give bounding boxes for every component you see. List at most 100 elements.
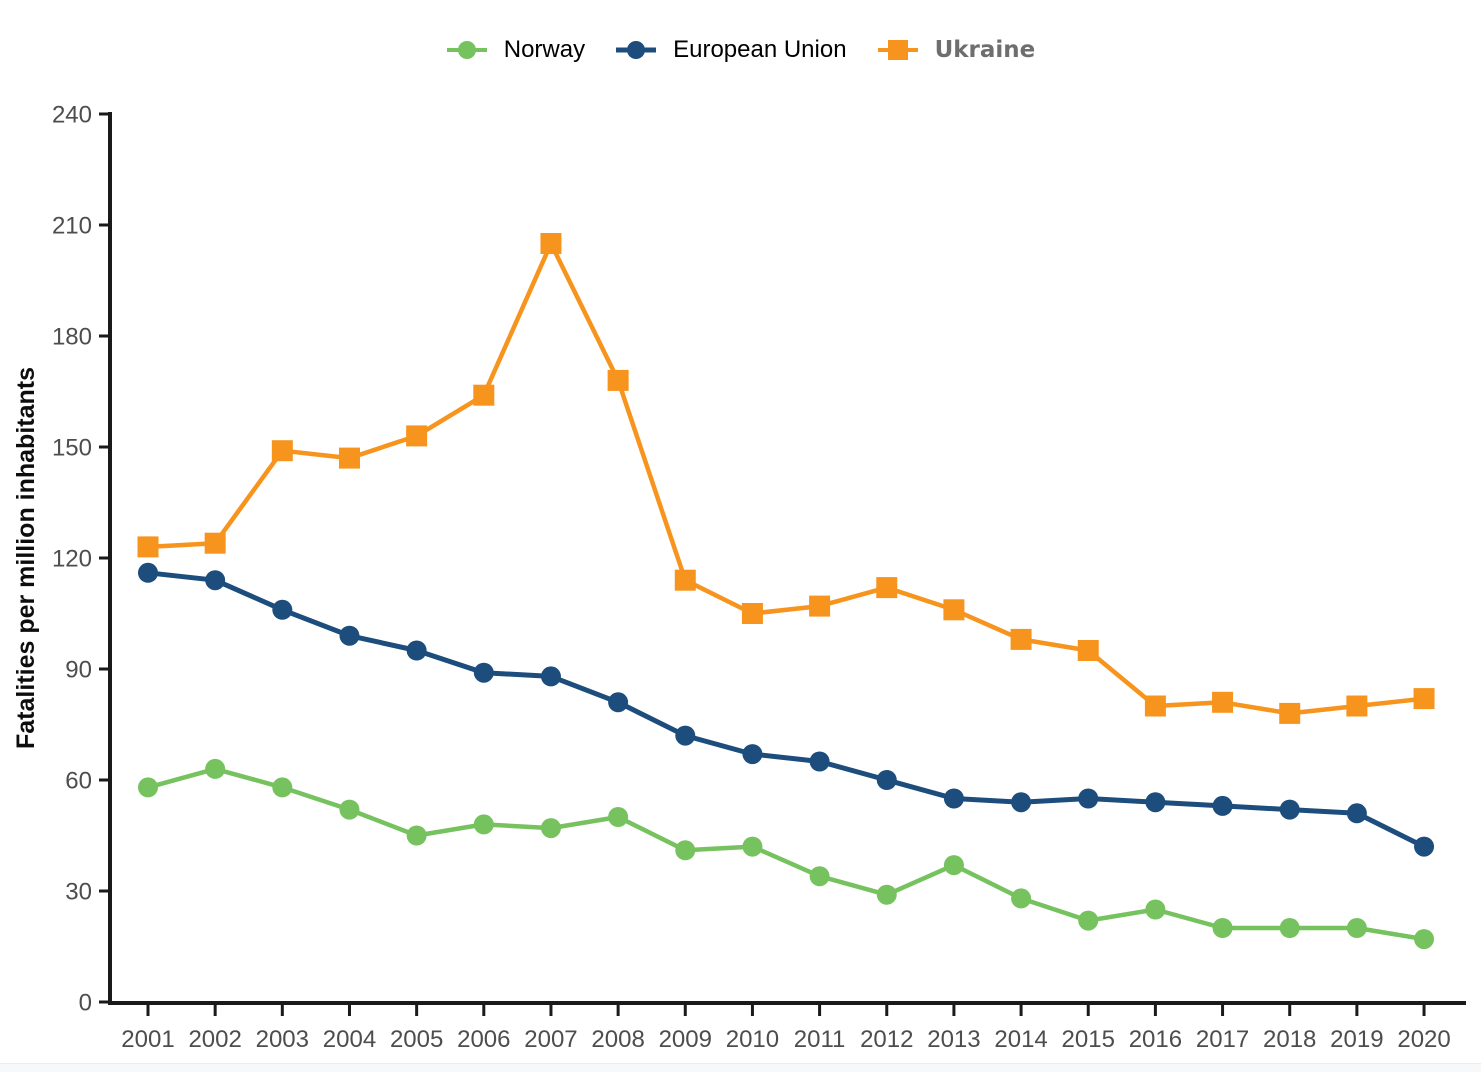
bottom-bar bbox=[0, 1063, 1481, 1072]
point-european-union-2020 bbox=[1414, 836, 1435, 857]
point-norway-2002 bbox=[205, 758, 226, 779]
point-norway-2004 bbox=[339, 799, 360, 820]
legend-item-norway: Norway bbox=[446, 36, 585, 64]
point-norway-2001 bbox=[138, 777, 158, 798]
point-norway-2011 bbox=[809, 866, 830, 887]
y-tick-label: 30 bbox=[65, 878, 92, 905]
y-tick-label: 210 bbox=[52, 212, 92, 239]
point-european-union-2004 bbox=[339, 625, 360, 646]
x-tick-label: 2003 bbox=[256, 1026, 309, 1053]
point-norway-2007 bbox=[540, 818, 561, 839]
x-tick-label: 2004 bbox=[323, 1026, 376, 1053]
point-ukraine-2019 bbox=[1346, 695, 1368, 717]
point-norway-2014 bbox=[1011, 888, 1032, 909]
point-ukraine-2003 bbox=[271, 440, 293, 462]
point-ukraine-2006 bbox=[473, 384, 495, 406]
x-tick-label: 2018 bbox=[1263, 1026, 1316, 1053]
y-tick-label: 60 bbox=[65, 767, 92, 794]
ukraine-marker-icon bbox=[877, 40, 918, 60]
point-norway-2013 bbox=[943, 855, 964, 876]
x-tick-label: 2016 bbox=[1129, 1026, 1182, 1053]
point-european-union-2002 bbox=[205, 570, 226, 591]
point-ukraine-2018 bbox=[1279, 702, 1301, 724]
point-ukraine-2001 bbox=[137, 536, 159, 558]
x-tick-label: 2002 bbox=[188, 1026, 241, 1053]
point-ukraine-2017 bbox=[1212, 691, 1234, 713]
point-ukraine-2011 bbox=[809, 595, 831, 617]
x-tick-label: 2020 bbox=[1397, 1026, 1450, 1053]
point-european-union-2010 bbox=[742, 744, 763, 765]
point-norway-2019 bbox=[1346, 918, 1367, 938]
point-european-union-2003 bbox=[272, 599, 293, 620]
point-ukraine-2012 bbox=[876, 577, 898, 599]
x-tick-label: 2014 bbox=[994, 1026, 1047, 1053]
x-tick-label: 2007 bbox=[524, 1026, 577, 1053]
point-european-union-2019 bbox=[1346, 803, 1367, 824]
point-ukraine-2013 bbox=[943, 599, 965, 621]
point-norway-2008 bbox=[608, 807, 629, 827]
point-european-union-2018 bbox=[1279, 799, 1300, 820]
x-tick-label: 2015 bbox=[1062, 1026, 1115, 1053]
point-european-union-2005 bbox=[406, 640, 427, 661]
x-tick-label: 2010 bbox=[726, 1026, 779, 1053]
x-tick-label: 2009 bbox=[659, 1026, 712, 1053]
point-european-union-2011 bbox=[809, 751, 830, 772]
point-ukraine-2005 bbox=[406, 425, 428, 447]
y-tick-label: 90 bbox=[65, 656, 92, 683]
point-european-union-2014 bbox=[1011, 792, 1032, 813]
x-tick-label: 2013 bbox=[927, 1026, 980, 1053]
line-ukraine bbox=[147, 241, 1425, 716]
x-tick-label: 2005 bbox=[390, 1026, 443, 1053]
legend-item-ukraine: Ukraine bbox=[877, 37, 1036, 63]
point-norway-2006 bbox=[473, 814, 494, 835]
legend-label-ukraine: Ukraine bbox=[934, 37, 1036, 63]
point-ukraine-2014 bbox=[1010, 628, 1032, 650]
y-tick-label: 0 bbox=[79, 989, 92, 1016]
legend-label-norway: Norway bbox=[503, 36, 586, 63]
x-tick-label: 2017 bbox=[1196, 1026, 1249, 1053]
point-european-union-2012 bbox=[876, 770, 897, 790]
point-european-union-2015 bbox=[1078, 788, 1099, 809]
point-norway-2017 bbox=[1212, 918, 1233, 938]
point-european-union-2017 bbox=[1212, 795, 1233, 816]
norway-marker-icon bbox=[446, 41, 487, 59]
point-norway-2012 bbox=[876, 884, 897, 905]
x-tick-label: 2011 bbox=[794, 1026, 846, 1053]
point-european-union-2013 bbox=[943, 788, 964, 809]
point-ukraine-2002 bbox=[204, 532, 226, 554]
point-european-union-2006 bbox=[473, 662, 494, 683]
point-norway-2003 bbox=[272, 777, 293, 798]
point-ukraine-2010 bbox=[741, 603, 763, 624]
y-tick-label: 180 bbox=[52, 323, 92, 350]
legend-label-european-union: European Union bbox=[673, 36, 847, 63]
legend-item-european-union: European Union bbox=[615, 36, 847, 64]
point-european-union-2016 bbox=[1145, 792, 1166, 813]
point-norway-2020 bbox=[1414, 929, 1435, 950]
point-norway-2010 bbox=[742, 836, 763, 857]
line-european-union bbox=[147, 570, 1426, 849]
point-norway-2018 bbox=[1279, 918, 1300, 938]
x-tick-label: 2012 bbox=[860, 1026, 913, 1053]
point-norway-2009 bbox=[675, 840, 696, 861]
y-axis-title: Fatalities per million inhabitants bbox=[12, 367, 40, 749]
point-european-union-2008 bbox=[608, 692, 629, 713]
chart-legend: Norway European Union Ukraine bbox=[0, 36, 1481, 64]
point-ukraine-2009 bbox=[674, 569, 696, 591]
point-ukraine-2004 bbox=[338, 447, 360, 469]
x-tick-label: 2008 bbox=[591, 1026, 644, 1053]
y-tick-label: 120 bbox=[52, 545, 92, 572]
point-norway-2016 bbox=[1145, 899, 1166, 920]
point-european-union-2009 bbox=[675, 725, 696, 746]
point-ukraine-2007 bbox=[540, 233, 562, 254]
y-tick-label: 240 bbox=[52, 101, 92, 128]
point-ukraine-2016 bbox=[1144, 695, 1166, 717]
point-norway-2005 bbox=[406, 825, 427, 846]
point-european-union-2007 bbox=[540, 666, 561, 687]
x-tick-label: 2019 bbox=[1330, 1026, 1383, 1053]
y-tick-label: 150 bbox=[52, 434, 92, 461]
point-ukraine-2020 bbox=[1413, 688, 1435, 710]
x-tick-label: 2006 bbox=[457, 1026, 510, 1053]
x-tick-label: 2001 bbox=[121, 1026, 174, 1053]
